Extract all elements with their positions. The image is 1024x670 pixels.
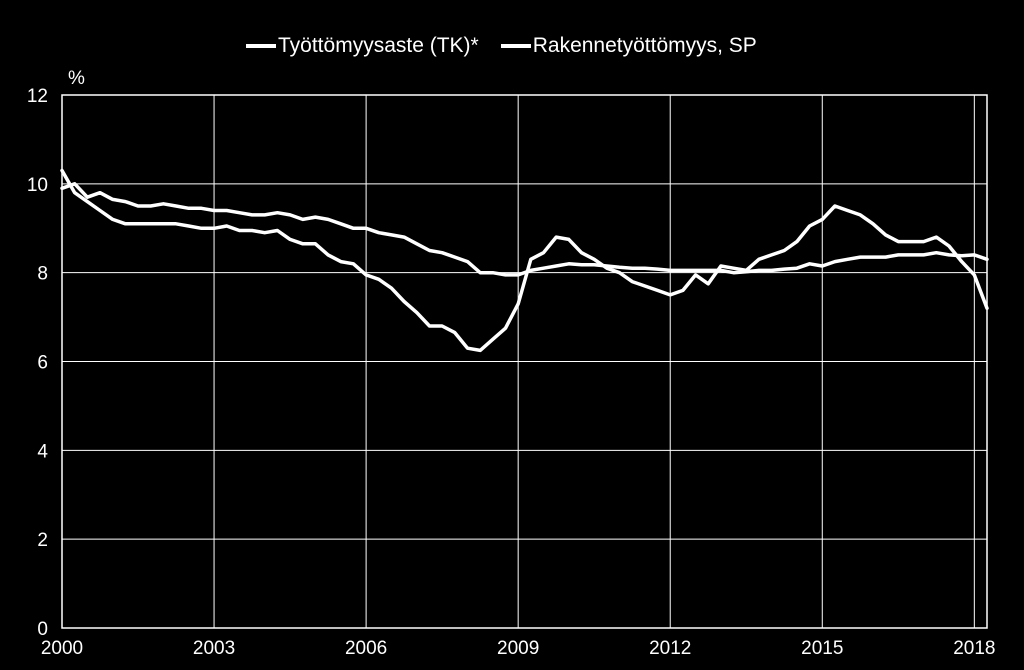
legend-item-series-2: Rakennetyöttömyys, SP [500,34,757,58]
y-tick-label: 8 [37,264,48,285]
legend-item-series-1: Työttömyysaste (TK)* [246,34,479,58]
x-tick-label: 2003 [193,638,235,659]
x-tick-label: 2012 [649,638,691,659]
y-tick-label: 2 [37,530,48,551]
x-axis: 2000 2003 2006 2009 2012 2015 2018 [41,638,996,659]
legend-label-series-1: Työttömyysaste (TK)* [278,34,479,57]
y-tick-label: 0 [37,619,48,640]
series-lines [60,168,989,353]
y-tick-label: 12 [27,86,48,107]
x-tick-label: 2018 [953,638,995,659]
y-tick-label: 4 [37,441,48,462]
x-tick-label: 2000 [41,638,83,659]
plot-area-frame [61,94,988,629]
y-axis: 0 2 4 6 8 10 12 [27,86,49,640]
legend-swatch-series-2 [500,44,531,48]
legend: Työttömyysaste (TK)* Rakennetyöttömyys, … [246,34,757,58]
series-line-1 [60,168,989,353]
x-tick-label: 2009 [497,638,539,659]
x-tick-label: 2015 [801,638,843,659]
y-tick-label: 10 [27,175,48,196]
grid-lines [62,95,987,628]
legend-swatch-series-1 [246,44,276,48]
x-tick-label: 2006 [345,638,387,659]
y-tick-label: 6 [37,353,48,374]
series-line-2 [60,182,989,277]
y-axis-unit: % [68,68,85,89]
legend-label-series-2: Rakennetyöttömyys, SP [532,34,757,57]
